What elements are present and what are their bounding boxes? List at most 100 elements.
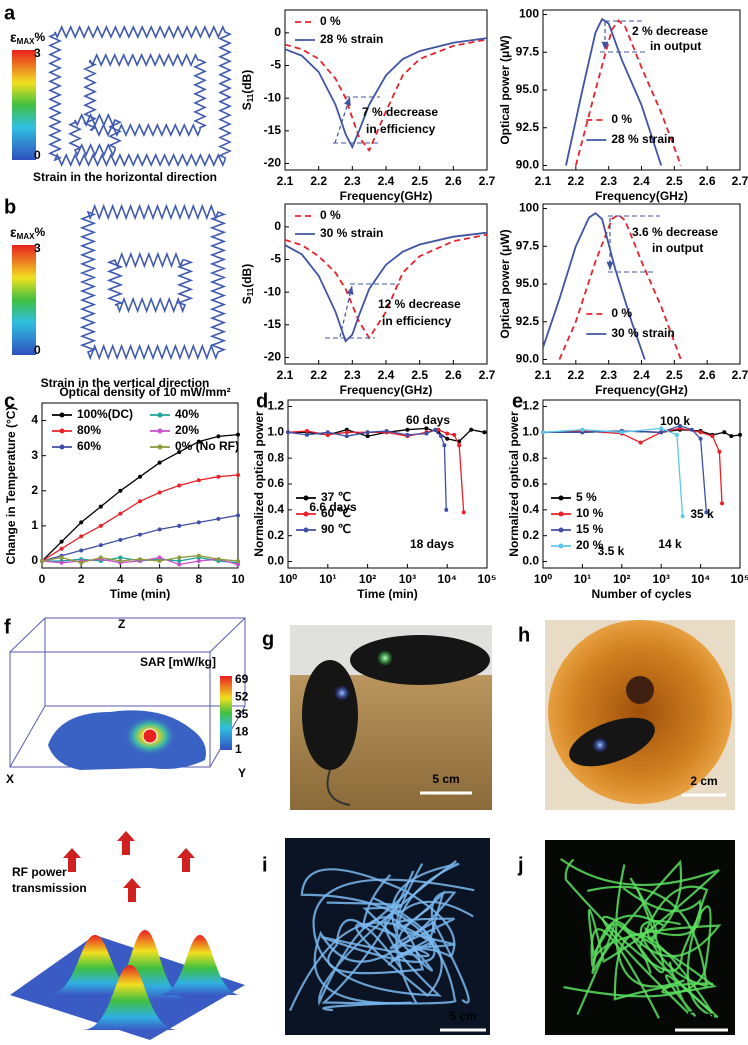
panel-label: f	[4, 616, 11, 638]
x-tick-label: 2.5	[411, 174, 428, 188]
strain-colorbar	[12, 245, 36, 355]
arrow-head	[601, 41, 609, 50]
annotation: 7 % decrease	[362, 105, 438, 119]
arrow-shaft	[334, 96, 351, 144]
series-line	[543, 427, 684, 517]
marker	[457, 443, 462, 448]
marker	[216, 474, 221, 479]
marker	[157, 490, 162, 495]
legend-label: 0 %	[611, 306, 632, 320]
x-tick-label: 10	[231, 572, 245, 586]
marker	[405, 432, 410, 437]
y-tick-label: 0.2	[522, 528, 539, 542]
x-tick-label: 10⁵	[478, 572, 497, 586]
annotation: 14 k	[658, 537, 682, 551]
marker	[177, 450, 182, 455]
plot-frame	[41, 402, 239, 569]
legend-label: 20 %	[576, 538, 604, 552]
marker	[98, 555, 103, 560]
marker	[405, 427, 410, 432]
x-axis-label: Time (min)	[110, 587, 170, 601]
panel-label: g	[262, 628, 274, 650]
x-tick-label: 10¹	[574, 572, 591, 586]
x-tick-label: 2.2	[310, 174, 327, 188]
x-tick-label: 2.4	[633, 174, 650, 188]
legend-label: 30 % strain	[320, 226, 383, 240]
legend-label: 5 %	[576, 490, 597, 504]
light-trail	[313, 891, 457, 1012]
sar-core	[142, 728, 158, 744]
annotation: in output	[650, 39, 701, 53]
marker	[138, 557, 142, 562]
x-tick-label: 2.7	[732, 368, 748, 382]
x-tick-label: 2.7	[479, 174, 496, 188]
y-tick-label: 0.8	[267, 450, 284, 464]
series-line	[574, 19, 682, 166]
marker	[138, 532, 142, 537]
legend-label: 80%	[77, 423, 101, 437]
marker	[445, 436, 450, 441]
x-tick-label: 2.6	[699, 174, 716, 188]
marker	[138, 499, 142, 504]
marker	[40, 558, 44, 563]
legend-label: 0% (No RF)	[175, 439, 239, 453]
y-tick-label: 0	[274, 25, 281, 39]
y-tick-label: 95.0	[516, 276, 540, 290]
marker	[698, 436, 703, 441]
y-tick-label: 97.5	[516, 238, 540, 252]
legend-marker	[558, 495, 564, 501]
x-tick-label: 10³	[653, 572, 670, 586]
subscript: MAX	[17, 232, 35, 241]
y-tick-label: 90.0	[516, 352, 540, 366]
legend-marker	[558, 543, 564, 549]
x-tick-label: 10⁴	[438, 572, 457, 586]
sar-tick: 1	[235, 742, 242, 756]
x-tick-label: 10²	[359, 572, 376, 586]
x-tick-label: 10⁵	[731, 572, 748, 586]
y-tick-label: 0.2	[267, 528, 284, 542]
marker	[717, 449, 722, 454]
marker	[196, 553, 201, 558]
marker	[177, 523, 182, 528]
legend-label: 90 ℃	[321, 522, 351, 536]
y-tick-label: -15	[264, 123, 282, 137]
marker	[439, 434, 444, 439]
marker	[482, 430, 487, 435]
marker	[619, 430, 624, 435]
y-tick-label: 0	[274, 219, 281, 233]
legend-label: 40%	[175, 407, 199, 421]
unit: %	[34, 30, 45, 44]
marker	[118, 555, 123, 560]
x-tick-label: 10¹	[319, 572, 336, 586]
marker	[118, 511, 123, 516]
y-tick-label: 1.0	[522, 424, 539, 438]
subscript: MAX	[17, 37, 35, 46]
panel-label: i	[262, 854, 268, 876]
caption: Strain in the vertical direction	[41, 376, 210, 390]
x-tick-label: 2.1	[277, 174, 294, 188]
marker	[286, 430, 290, 435]
y-tick-label: 3	[31, 448, 38, 462]
legend-marker	[303, 527, 309, 533]
box-edges	[9, 617, 246, 768]
x-axis-label: Frequency(GHz)	[340, 189, 433, 203]
y-axis-label: Optical power (μW)	[498, 35, 512, 144]
y-tick-label: -15	[264, 317, 282, 331]
led	[377, 650, 393, 666]
legend-label: 28 % strain	[611, 132, 674, 146]
label-sub: 11	[246, 287, 255, 296]
x-axis-label: Time (min)	[357, 587, 417, 601]
symbol: ε	[10, 224, 17, 240]
y-tick-label: -10	[264, 90, 282, 104]
sar-title: SAR [mW/kg]	[140, 655, 216, 669]
panel-label: j	[517, 854, 524, 876]
y-tick-label: 92.5	[516, 314, 540, 328]
marker	[216, 434, 221, 439]
axis-letter: Y	[238, 766, 246, 780]
colorbar-tick: 3	[34, 46, 41, 60]
x-tick-label: 4	[117, 572, 124, 586]
marker	[216, 516, 221, 521]
marker	[698, 430, 703, 435]
annotation: 12 % decrease	[378, 297, 461, 311]
arrow-shaft	[339, 285, 353, 338]
